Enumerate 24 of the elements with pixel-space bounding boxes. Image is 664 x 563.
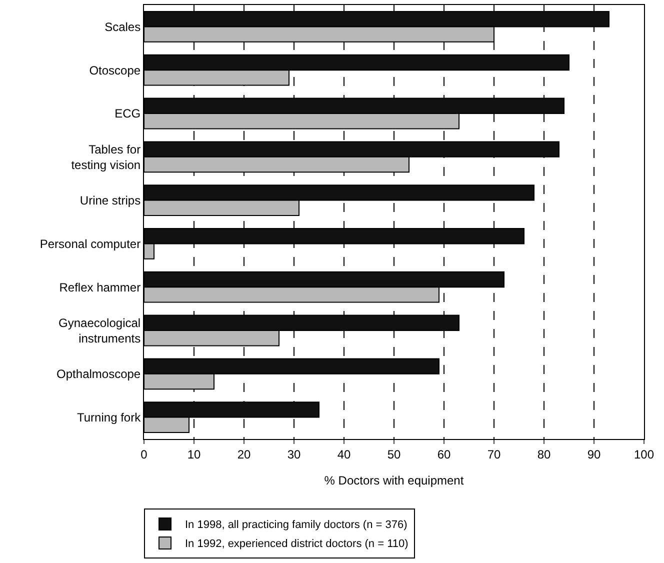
x-tick-label: 40 [337,447,351,462]
y-tick-label: Tables for testing vision [71,142,141,172]
x-tick-label: 60 [437,447,451,462]
x-tick-label: 70 [487,447,501,462]
x-tick-label: 100 [634,447,654,462]
x-tick-label: 30 [287,447,301,462]
x-tick-label: 10 [187,447,201,462]
x-tick-label: 80 [537,447,551,462]
y-tick-label: Reflex hammer [59,280,141,294]
x-tick-label: 20 [237,447,251,462]
y-tick-label: Gynaecological instruments [58,316,141,346]
y-tick-label: Urine strips [80,194,141,208]
y-tick-label: Turning fork [77,410,142,424]
x-tick-label: 50 [387,447,401,462]
x-axis-title: % Doctors with equipment [324,473,464,488]
y-tick-label: Scales [104,20,141,34]
x-tick-label: 90 [587,447,601,462]
y-tick-label: ECG [114,106,141,121]
y-tick-label: Opthalmoscope [56,367,141,382]
x-tick-label: 0 [140,447,148,462]
legend-label: In 1998, all practicing family doctors (n = 376) [185,519,408,532]
y-tick-label: Otoscope [89,63,141,78]
legend-label: In 1992, experienced district doctors (n = 110) [185,538,408,550]
y-tick-label: Personal computer [40,236,141,251]
